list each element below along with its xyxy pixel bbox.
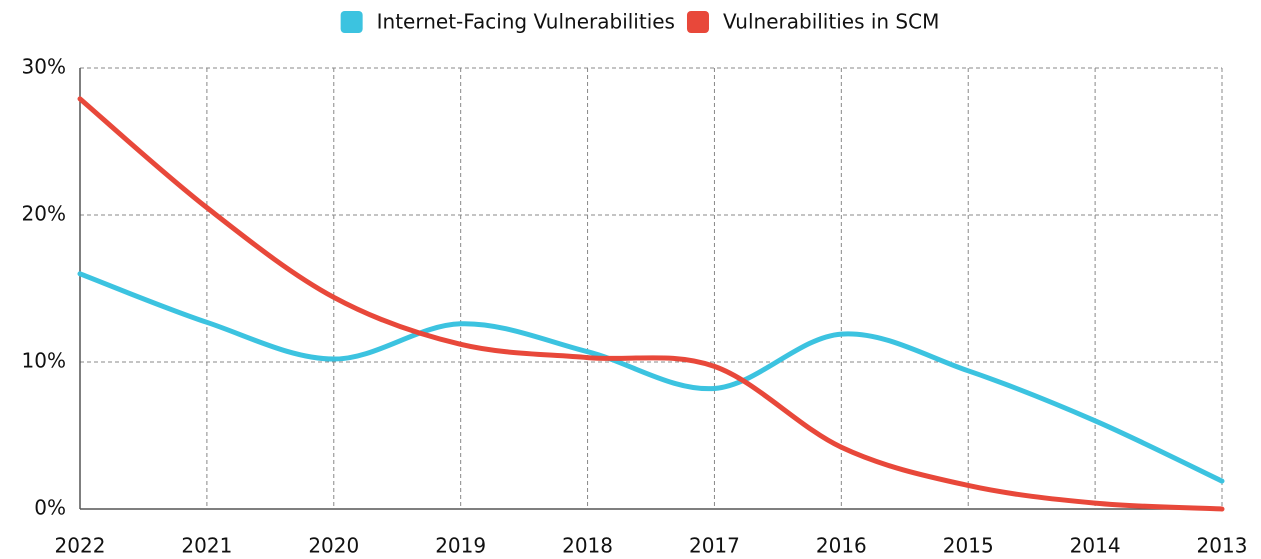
y-tick-label: 30% (22, 55, 66, 79)
x-tick-label: 2015 (943, 534, 994, 558)
legend-label: Internet-Facing Vulnerabilities (377, 10, 675, 34)
x-tick-label: 2016 (816, 534, 867, 558)
x-tick-label: 2020 (308, 534, 359, 558)
legend-swatch (686, 11, 709, 33)
legend-label: Vulnerabilities in SCM (723, 10, 939, 34)
x-tick-label: 2013 (1197, 534, 1248, 558)
x-tick-label: 2019 (435, 534, 486, 558)
y-tick-label: 0% (34, 496, 66, 520)
y-tick-label: 20% (22, 202, 66, 226)
x-tick-label: 2017 (689, 534, 740, 558)
x-tick-label: 2021 (181, 534, 232, 558)
series-line (77, 271, 1225, 484)
x-tick-label: 2018 (562, 534, 613, 558)
legend-swatch (340, 11, 363, 33)
x-tick-label: 2014 (1070, 534, 1121, 558)
series-line (77, 96, 1225, 512)
y-tick-label: 10% (22, 349, 66, 373)
x-tick-label: 2022 (55, 534, 106, 558)
